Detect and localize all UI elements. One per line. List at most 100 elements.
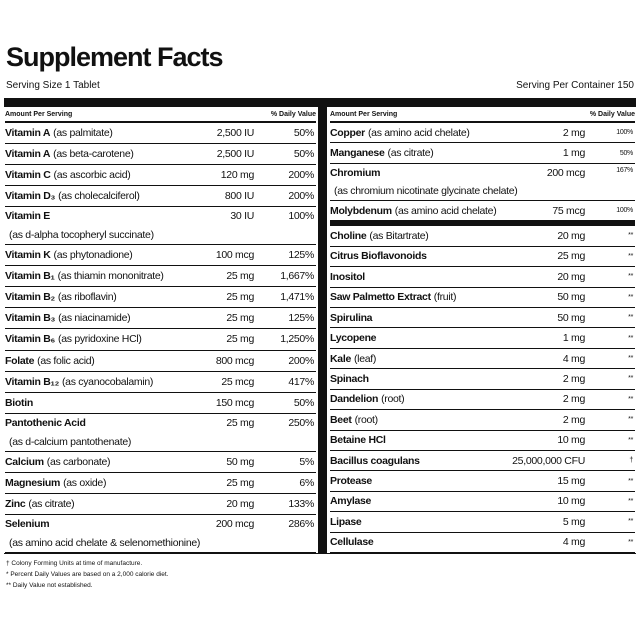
amount: 25 mg [226,270,254,283]
nutrient-row: Copper (as amino acid chelate) 2 mg 100% [330,123,635,144]
nutrient-detail: (as oxide) [63,476,107,489]
footnote: * Percent Daily Values are based on a 2,… [6,571,169,578]
daily-value: ** [628,395,633,403]
nutrient-row: Kale (leaf) 4 mg ** [330,349,635,370]
amount: 25 mg [226,312,254,325]
nutrient-row: Vitamin C (as ascorbic acid) 120 mg 200% [5,165,316,187]
nutrient-row: Manganese (as citrate) 1 mg 50% [330,143,635,164]
nutrient-detail: (as palmitate) [53,127,113,140]
rule [4,553,636,554]
nutrient-detail: (as pyridoxine HCl) [58,333,142,346]
nutrient-row: Cellulase 4 mg ** [330,533,635,554]
nutrient-name: Bacillus coagulans [330,454,420,467]
nutrient-name: Citrus Bioflavonoids [330,250,427,263]
daily-value: 250% [288,416,314,429]
daily-value: ** [628,334,633,342]
nutrient-row: Vitamin A (as palmitate) 2,500 IU 50% [5,123,316,145]
nutrient-name: Inositol [330,270,365,283]
nutrient-name: Selenium [5,517,50,530]
serving-size: Serving Size 1 Tablet [6,80,100,91]
amount: 100 mcg [215,249,254,262]
nutrient-row: Bacillus coagulans 25,000,000 CFU † [330,451,635,472]
nutrient-row: Vitamin B₁ (as thiamin mononitrate) 25 mg 1… [5,266,316,288]
nutrient-row: Protease 15 mg ** [330,471,635,492]
daily-value: 50% [293,148,314,161]
amount: 30 IU [230,210,254,223]
daily-value: ** [628,355,633,363]
amount: 50 mg [226,455,254,468]
nutrient-row: Vitamin A (as beta-carotene) 2,500 IU 50% [5,144,316,166]
nutrient-row: Biotin 150 mcg 50% [5,393,316,414]
daily-value: 1,250% [280,333,314,346]
amount: 2,500 IU [216,127,255,140]
daily-value: ** [628,497,633,505]
nutrient-row: Betaine HCl 10 mg ** [330,431,635,451]
nutrient-detail: (root) [381,393,405,406]
amount: 25,000,000 CFU [512,454,585,467]
amount: 20 mg [557,229,585,242]
daily-value: 100% [288,210,314,223]
header-label: % Daily Value [589,110,635,118]
amount: 4 mg [562,352,585,365]
amount: 50 mg [557,311,585,324]
amount: 10 mg [557,434,585,447]
nutrient-name: Vitamin E [5,210,50,223]
nutrient-row: Citrus Bioflavonoids 25 mg ** [330,247,635,268]
nutrient-row: Zinc (as citrate) 20 mg 133% [5,494,316,515]
left-column: Amount Per Serving % Daily Value Vitamin … [5,107,316,553]
nutrient-name: Spirulina [330,311,373,324]
nutrient-name: Zinc [5,497,26,510]
footnote: ** Daily Value not established. [6,582,93,589]
nutrient-name: Molybdenum [330,204,392,217]
daily-value: 286% [288,517,314,530]
nutrient-detail: (as folic acid) [37,354,95,367]
nutrient-detail: (as amino acid chelate & selenomethionin… [9,536,201,549]
nutrient-row: Calcium (as carbonate) 50 mg 5% [5,452,316,473]
daily-value: 50% [293,396,314,409]
nutrient-row: Saw Palmetto Extract (fruit) 50 mg ** [330,288,635,308]
nutrient-detail: (as carbonate) [46,455,111,468]
daily-value: 200% [288,190,314,203]
nutrient-row: Inositol 20 mg ** [330,267,635,288]
daily-value: 200% [288,354,314,367]
amount: 2 mg [562,372,585,385]
nutrient-row: Vitamin B₁₂ (as cyanocobalamin) 25 mcg 417% [5,372,316,393]
nutrient-row: Vitamin B₂ (as riboflavin) 25 mg 1,471% [5,287,316,309]
nutrient-name: Chromium [330,166,381,179]
daily-value: 200% [288,169,314,182]
nutrient-row: Vitamin K (as phytonadione) 100 mcg 125% [5,245,316,267]
nutrient-detail: (as thiamin mononitrate) [57,270,164,283]
amount: 20 mg [557,270,585,283]
amount: 1 mg [562,332,585,345]
daily-value: ** [628,477,633,485]
nutrient-name: Manganese [330,147,385,160]
amount: 2 mg [562,393,585,406]
nutrient-detail: (as chromium nicotinate glycinate chelat… [334,184,518,197]
nutrient-row: Vitamin D₃ (as cholecalciferol) 800 IU 200% [5,186,316,208]
nutrient-name: Pantothenic Acid [5,416,86,429]
nutrient-name: Dandelion [330,393,379,406]
daily-value: ** [628,538,633,546]
nutrient-detail: (as riboflavin) [57,291,117,304]
nutrient-name: Spinach [330,372,369,385]
nutrient-detail: (as phytonadione) [53,249,133,262]
daily-value: 167% [616,166,633,174]
daily-value: 5% [299,455,314,468]
nutrient-row: Chromium (as chromium nicotinate glycinat… [330,164,635,201]
nutrient-name: Vitamin B₃ [5,312,56,325]
amount: 4 mg [562,536,585,549]
daily-value: ** [628,232,633,240]
daily-value: ** [628,314,633,322]
nutrient-row: Choline (as Bitartrate) 20 mg ** [330,226,635,247]
nutrient-detail: (as amino acid chelate) [394,204,497,217]
amount: 50 mg [557,291,585,304]
separator [330,221,635,227]
nutrient-detail: (as cholecalciferol) [58,190,140,203]
amount: 25 mg [226,416,254,429]
nutrient-name: Lycopene [330,332,377,345]
nutrient-row: Vitamin E (as d-alpha tocopheryl succinat… [5,207,316,246]
amount: 120 mg [220,169,255,182]
nutrient-row: Spinach 2 mg ** [330,369,635,390]
nutrient-row: Vitamin B₃ (as niacinamide) 25 mg 125% [5,308,316,330]
daily-value: 125% [288,249,314,262]
